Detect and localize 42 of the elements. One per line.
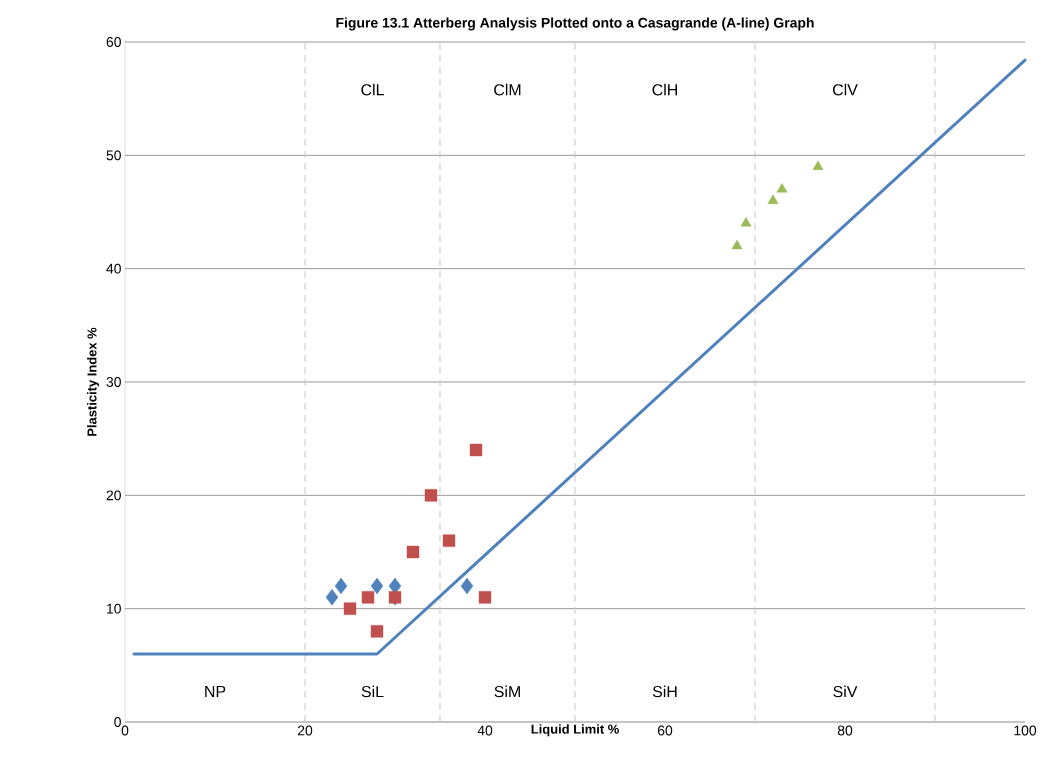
y-tick-label: 0 bbox=[114, 717, 121, 727]
y-tick-label: 60 bbox=[106, 37, 121, 47]
x-tick-label: 40 bbox=[477, 725, 493, 736]
y-axis-title: Plasticity Index % bbox=[87, 327, 100, 436]
annotation: SiL bbox=[361, 685, 384, 698]
point bbox=[731, 239, 743, 250]
point bbox=[325, 589, 339, 606]
point bbox=[812, 160, 824, 170]
y-tick-label: 40 bbox=[106, 263, 121, 274]
point bbox=[776, 183, 788, 193]
y-tick-label: 20 bbox=[106, 490, 121, 501]
annotation: ClH bbox=[652, 83, 677, 96]
annotation: ClM bbox=[494, 83, 521, 96]
annotation: NP bbox=[205, 685, 226, 697]
point bbox=[442, 534, 456, 547]
annotation: SiM bbox=[494, 685, 520, 698]
annotation: SiH bbox=[652, 685, 677, 698]
point bbox=[478, 591, 492, 604]
y-tick-label: 10 bbox=[107, 603, 121, 614]
point bbox=[334, 577, 348, 595]
x-axis-title: Liquid Limit % bbox=[531, 724, 619, 737]
point bbox=[370, 625, 384, 638]
y-tick-label: 50 bbox=[106, 150, 121, 161]
point bbox=[361, 591, 375, 604]
point bbox=[469, 443, 483, 457]
point bbox=[343, 602, 357, 615]
chart-title: Figure 13.1 Atterberg Analysis Plotted onto a Casagrande (A-line) Graph bbox=[336, 17, 814, 31]
x-tick-label: 60 bbox=[657, 725, 673, 736]
annotation: ClL bbox=[361, 83, 384, 96]
point bbox=[740, 217, 752, 227]
annotation: ClV bbox=[832, 83, 858, 96]
point bbox=[370, 577, 384, 595]
x-tick-label: 80 bbox=[837, 725, 853, 736]
x-tick-label: 0 bbox=[121, 725, 129, 736]
x-tick-label: 100 bbox=[1014, 725, 1037, 736]
x-tick-label: 20 bbox=[297, 725, 313, 736]
point bbox=[406, 545, 420, 559]
annotation: SiV bbox=[833, 685, 858, 698]
point bbox=[767, 194, 779, 204]
point bbox=[424, 489, 438, 502]
point bbox=[460, 577, 474, 595]
y-tick-label: 30 bbox=[106, 377, 121, 387]
